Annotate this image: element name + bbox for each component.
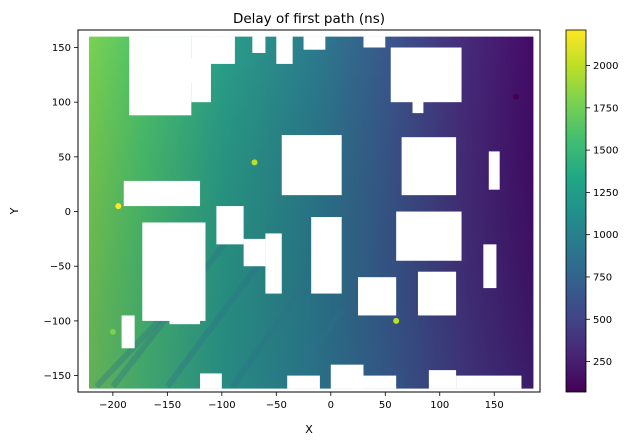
x-tick-label: −200 bbox=[99, 400, 126, 411]
obstacle bbox=[281, 134, 342, 196]
x-axis: −200 −150 −100 −50 0 50 100 150 bbox=[99, 392, 504, 411]
obstacle bbox=[358, 277, 397, 316]
colorbar-tick-label: 750 bbox=[593, 272, 612, 283]
x-tick-label: −150 bbox=[154, 400, 181, 411]
y-tick-label: 150 bbox=[52, 43, 71, 54]
y-tick-label: −100 bbox=[44, 316, 71, 327]
hotspot-point bbox=[273, 372, 280, 379]
colorbar: 250 500 750 1000 1250 1500 1750 2000 bbox=[565, 29, 618, 393]
x-tick-label: 100 bbox=[430, 400, 449, 411]
obstacle bbox=[456, 375, 522, 389]
obstacle bbox=[330, 364, 364, 389]
colorbar-ticks: 250 500 750 1000 1250 1500 1750 2000 bbox=[586, 61, 618, 368]
colorbar-tick-label: 500 bbox=[593, 315, 612, 326]
building-obstacles bbox=[78, 30, 540, 392]
obstacle bbox=[390, 47, 462, 103]
x-tick-label: 0 bbox=[328, 400, 334, 411]
obstacle bbox=[533, 30, 540, 392]
obstacle bbox=[265, 233, 282, 294]
obstacle bbox=[428, 370, 457, 389]
obstacle bbox=[78, 30, 89, 392]
colorbar-tick-label: 1000 bbox=[593, 230, 618, 241]
obstacle bbox=[488, 151, 500, 190]
colorbar-tick-label: 2000 bbox=[593, 61, 618, 72]
obstacle bbox=[200, 373, 222, 389]
obstacle bbox=[169, 299, 201, 325]
obstacle bbox=[363, 36, 386, 48]
obstacle bbox=[396, 211, 462, 261]
y-axis: −150 −100 −50 0 50 100 150 bbox=[44, 43, 78, 382]
hotspot-point bbox=[109, 328, 116, 335]
colorbar-tick-label: 1500 bbox=[593, 146, 618, 157]
hotspot-point bbox=[251, 159, 258, 166]
obstacle bbox=[311, 217, 342, 294]
hotspot-point bbox=[115, 203, 122, 210]
obstacle bbox=[287, 375, 320, 389]
obstacle bbox=[78, 388, 540, 392]
obstacle bbox=[121, 315, 135, 349]
obstacle bbox=[216, 206, 244, 245]
colorbar-tick-label: 250 bbox=[593, 357, 612, 368]
propagation-ray bbox=[164, 253, 268, 389]
obstacle bbox=[417, 271, 457, 316]
plot-area bbox=[78, 30, 540, 392]
colorbar-tick-label: 1250 bbox=[593, 188, 618, 199]
y-tick-label: 50 bbox=[58, 152, 71, 163]
obstacle bbox=[78, 30, 540, 37]
y-tick-label: 100 bbox=[52, 98, 71, 109]
colorbar-tick-label: 1750 bbox=[593, 103, 618, 114]
obstacle bbox=[123, 180, 201, 207]
hotspot-markers bbox=[109, 93, 520, 379]
propagation-ray bbox=[230, 275, 312, 389]
hotspot-point bbox=[393, 317, 400, 324]
y-axis-label: Y bbox=[8, 207, 21, 215]
plot-frame bbox=[77, 29, 541, 393]
x-tick-label: 150 bbox=[485, 400, 504, 411]
y-tick-label: 0 bbox=[65, 207, 71, 218]
hotspot-point bbox=[513, 93, 520, 100]
obstacle bbox=[178, 58, 209, 83]
chart-title: Delay of first path (ns) bbox=[233, 11, 385, 27]
obstacle bbox=[483, 244, 497, 289]
propagation-ray bbox=[284, 308, 345, 389]
y-tick-label: −50 bbox=[50, 262, 71, 273]
obstacle bbox=[276, 36, 293, 64]
obstacle bbox=[252, 36, 266, 53]
colorbar-gradient bbox=[565, 29, 587, 393]
y-tick-label: −150 bbox=[44, 371, 71, 382]
obstacle bbox=[208, 36, 235, 64]
x-axis-label: X bbox=[305, 423, 313, 436]
obstacle bbox=[401, 137, 457, 196]
x-tick-label: −50 bbox=[266, 400, 287, 411]
x-tick-label: 50 bbox=[379, 400, 392, 411]
obstacle bbox=[303, 36, 326, 50]
obstacle bbox=[243, 238, 266, 267]
x-tick-label: −100 bbox=[208, 400, 235, 411]
